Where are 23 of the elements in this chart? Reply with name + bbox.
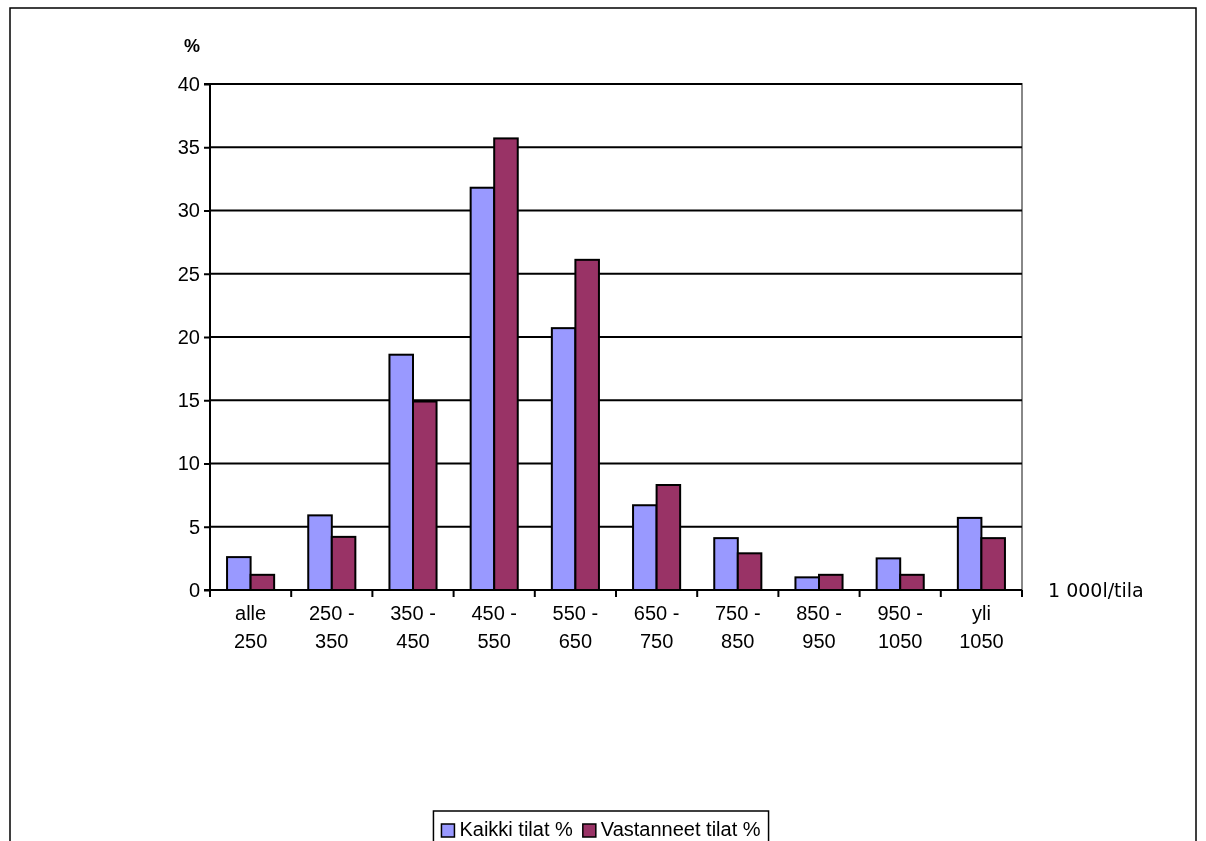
y-tick-label: 35: [177, 136, 200, 159]
y-tick-label: 20: [177, 325, 200, 348]
y-tick-label: 15: [177, 389, 200, 412]
legend-label: Kaikki tilat %: [459, 818, 574, 840]
x-tick-label: 950 - 1050: [877, 602, 923, 652]
y-tick-label: 40: [177, 72, 200, 95]
x-axis-title: 1 000l/tila: [1048, 579, 1144, 601]
legend-label: Vastanneet tilat %: [600, 818, 761, 840]
x-tick-label: 650 - 750: [633, 602, 680, 652]
y-tick-label: 5: [188, 515, 200, 538]
x-tick-label: 450 - 550: [471, 602, 517, 652]
x-tick-label: 550 - 650: [552, 602, 599, 652]
x-tick-label: 750 - 850: [715, 602, 761, 652]
y-tick-label: 25: [177, 262, 200, 285]
x-tick-label: yli 1050: [959, 602, 1004, 652]
y-tick-label: 0: [188, 578, 200, 601]
x-tick-label: 850 - 950: [796, 602, 842, 652]
x-tick-label: 250 - 350: [309, 602, 355, 652]
y-tick-label: 30: [177, 199, 200, 222]
x-tick-label: 350 - 450: [390, 602, 436, 652]
x-tick-label: alle 250: [233, 602, 268, 652]
y-axis-title: %: [183, 36, 201, 56]
y-tick-label: 10: [177, 452, 200, 475]
